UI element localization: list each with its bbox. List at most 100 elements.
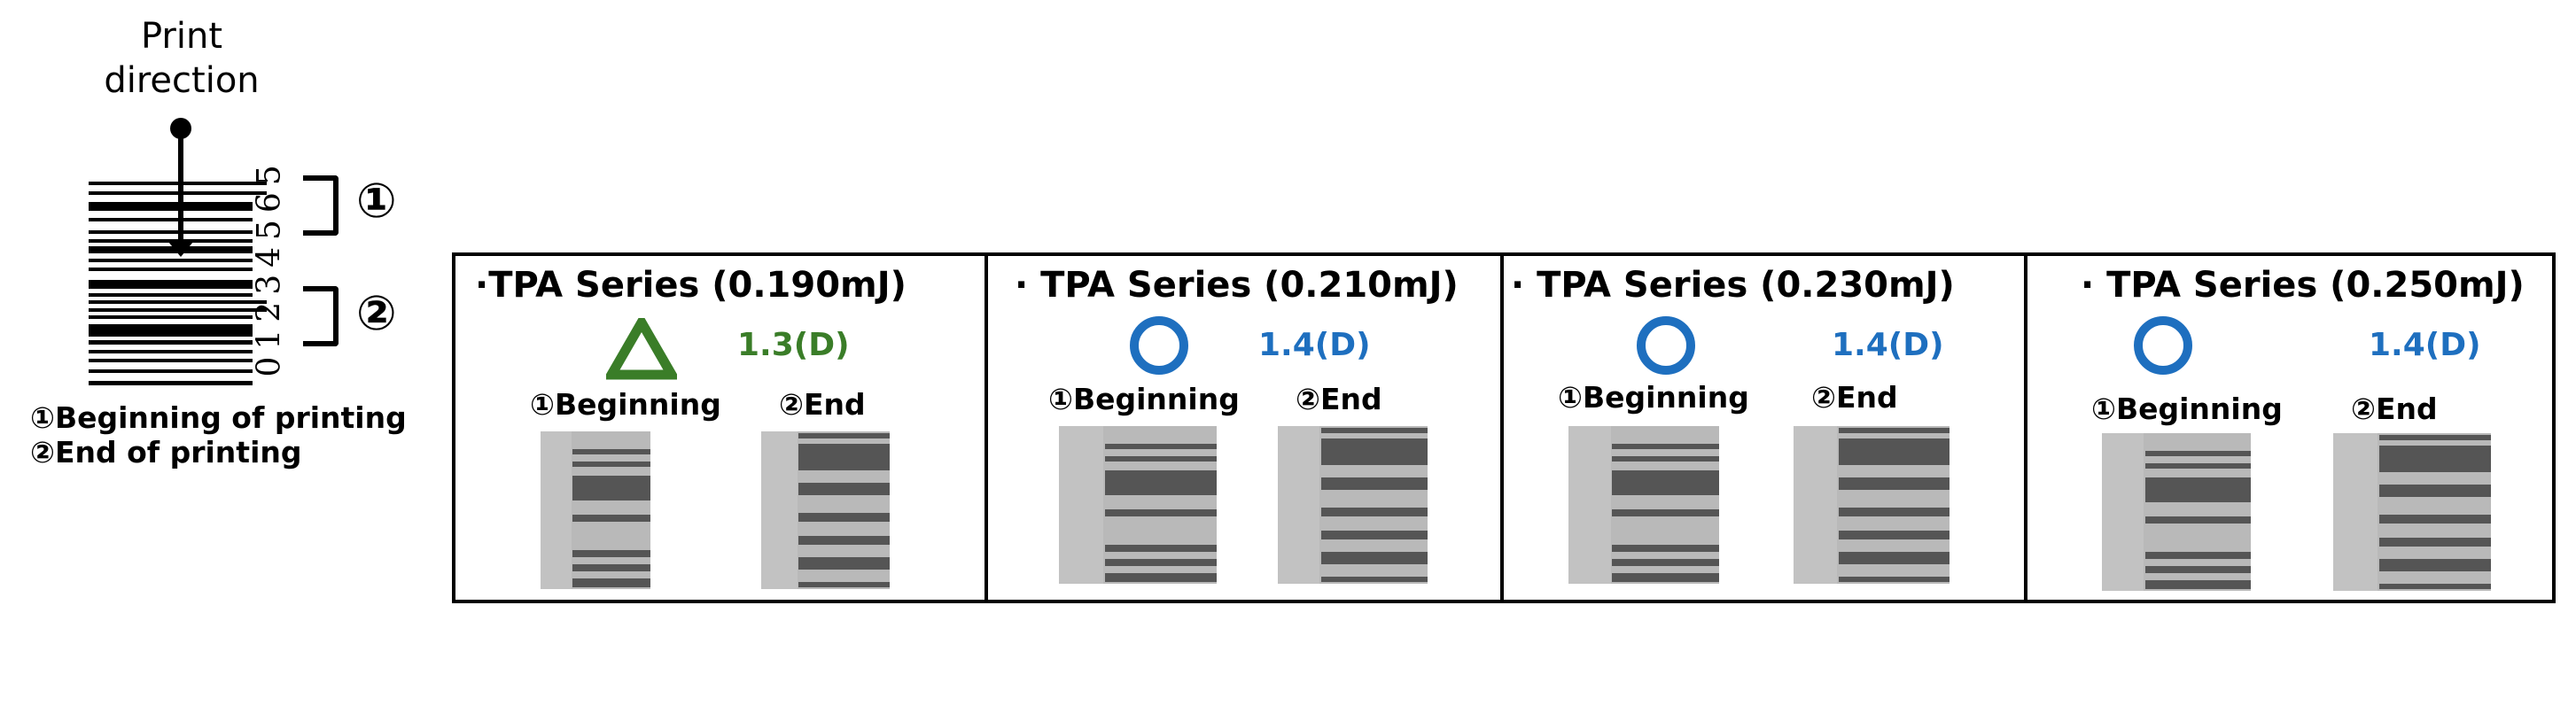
print-stripe bbox=[1104, 545, 1217, 552]
barcode-bar bbox=[89, 308, 267, 312]
print-stripe bbox=[572, 476, 650, 500]
paper-area bbox=[1059, 426, 1103, 584]
print-stripe bbox=[1104, 444, 1217, 449]
barcode-bar bbox=[89, 293, 253, 297]
barcode-digits: 01234565 bbox=[251, 158, 288, 377]
barcode-bar bbox=[89, 259, 253, 262]
print-stripe bbox=[798, 513, 890, 522]
barcode-bar bbox=[89, 268, 253, 271]
print-stripe bbox=[1839, 552, 1950, 564]
paper-area bbox=[2102, 433, 2144, 591]
barcode-bar bbox=[89, 246, 253, 253]
barcode-bar bbox=[89, 218, 253, 221]
print-stripe bbox=[1612, 444, 1719, 449]
print-stripe bbox=[572, 578, 650, 587]
barcode-bar bbox=[89, 202, 253, 211]
print-stripe bbox=[572, 550, 650, 557]
legend-beginning: ①Beginning of printing bbox=[30, 400, 407, 435]
panel-title: · TPA Series (0.230mJ) bbox=[1511, 265, 1955, 306]
density-value: 1.4(D) bbox=[1832, 327, 1944, 363]
print-stripe bbox=[798, 483, 890, 495]
print-stripe bbox=[1839, 477, 1950, 490]
print-stripe bbox=[1104, 559, 1217, 566]
barcode-icon bbox=[89, 182, 267, 385]
bracket-end bbox=[303, 286, 339, 346]
print-stripe bbox=[1612, 470, 1719, 495]
end-print-photo bbox=[2333, 433, 2491, 591]
print-direction-label-1: Print bbox=[140, 16, 222, 57]
print-stripe bbox=[2144, 477, 2251, 502]
print-stripe bbox=[1321, 428, 1428, 433]
barcode-bar bbox=[89, 359, 253, 362]
print-stripe bbox=[2144, 516, 2251, 524]
barcode-bar bbox=[89, 315, 253, 319]
barcode-digits-text: 01234565 bbox=[251, 158, 288, 377]
print-stripe bbox=[1321, 531, 1428, 539]
print-stripe bbox=[2144, 566, 2251, 573]
panel-title: ·TPA Series (0.190mJ) bbox=[475, 265, 907, 306]
paper-area bbox=[2333, 433, 2378, 591]
print-stripe bbox=[1321, 552, 1428, 564]
end-print-photo bbox=[761, 431, 890, 589]
print-stripe bbox=[798, 536, 890, 545]
beginning-print-photo bbox=[1059, 426, 1217, 584]
density-value: 1.4(D) bbox=[1258, 327, 1371, 363]
beginning-label: ①Beginning bbox=[1048, 382, 1240, 416]
print-direction-label-2: direction bbox=[104, 60, 260, 101]
barcode-bar bbox=[89, 350, 253, 353]
marker-beginning: ① bbox=[356, 173, 397, 229]
circle-rating-icon bbox=[1130, 316, 1188, 375]
print-stripe bbox=[798, 433, 890, 438]
paper-area bbox=[1568, 426, 1611, 584]
print-stripe bbox=[798, 582, 890, 587]
barcode-bar bbox=[89, 300, 267, 304]
print-stripe bbox=[1104, 456, 1217, 462]
print-stripe bbox=[1612, 573, 1719, 582]
print-stripe bbox=[1612, 456, 1719, 462]
end-label: ②End bbox=[1296, 382, 1382, 416]
print-stripe bbox=[2144, 552, 2251, 559]
print-stripe bbox=[1321, 477, 1428, 490]
paper-area bbox=[1278, 426, 1320, 584]
comparison-panels: ·TPA Series (0.190mJ) 1.3(D) ①Beginning ②En… bbox=[452, 252, 2556, 603]
paper-area bbox=[541, 431, 572, 589]
print-stripe bbox=[798, 444, 890, 470]
print-stripe bbox=[1612, 509, 1719, 516]
circle-rating-icon bbox=[2134, 316, 2192, 375]
end-print-photo bbox=[1278, 426, 1428, 584]
end-label: ②End bbox=[1811, 380, 1898, 415]
density-value: 1.3(D) bbox=[737, 327, 850, 363]
print-stripe bbox=[1321, 577, 1428, 582]
beginning-label: ①Beginning bbox=[2091, 392, 2283, 426]
legend-end: ②End of printing bbox=[30, 435, 302, 469]
end-label: ②End bbox=[2351, 392, 2438, 426]
beginning-print-photo bbox=[541, 431, 650, 589]
beginning-label: ①Beginning bbox=[530, 387, 721, 422]
paper-area bbox=[761, 431, 798, 589]
print-stripe bbox=[572, 515, 650, 522]
panel-title: · TPA Series (0.210mJ) bbox=[1015, 265, 1459, 306]
print-stripe bbox=[2378, 584, 2491, 589]
barcode-bar bbox=[89, 340, 253, 345]
beginning-print-photo bbox=[2102, 433, 2251, 591]
print-stripe bbox=[1321, 508, 1428, 516]
print-stripe bbox=[2378, 435, 2491, 440]
print-stripe bbox=[1839, 577, 1950, 582]
divider bbox=[1500, 256, 1504, 600]
print-stripe bbox=[2378, 485, 2491, 497]
print-stripe bbox=[2378, 559, 2491, 571]
barcode-bar bbox=[89, 280, 253, 289]
paper-area bbox=[1794, 426, 1838, 584]
triangle-rating-icon bbox=[603, 312, 681, 384]
barcode-bar bbox=[89, 324, 253, 337]
barcode-bar bbox=[89, 182, 267, 185]
divider bbox=[984, 256, 988, 600]
print-stripe bbox=[798, 557, 890, 570]
print-stripe bbox=[572, 564, 650, 571]
print-stripe bbox=[1839, 438, 1950, 465]
end-print-photo bbox=[1794, 426, 1950, 584]
barcode-bar bbox=[89, 239, 253, 243]
print-stripe bbox=[1321, 438, 1428, 465]
print-stripe bbox=[1612, 545, 1719, 552]
